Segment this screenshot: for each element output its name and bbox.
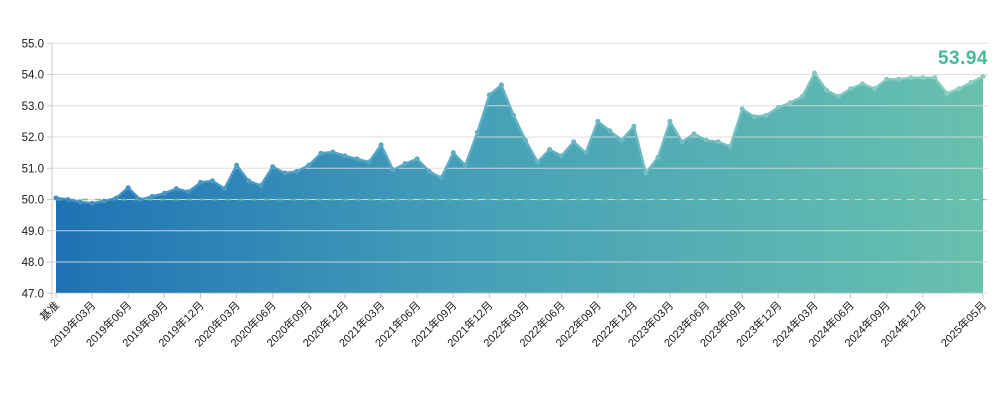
- data-point-marker: [691, 131, 697, 137]
- data-point-marker: [222, 186, 227, 192]
- data-point-marker: [872, 86, 878, 92]
- data-point-marker: [390, 167, 396, 173]
- data-point-marker: [739, 106, 745, 112]
- data-point-marker: [787, 100, 793, 106]
- data-point-marker: [354, 156, 360, 162]
- data-point-marker: [751, 114, 757, 120]
- data-point-markers: [53, 70, 986, 206]
- data-point-marker: [246, 178, 252, 184]
- data-point-marker: [270, 164, 276, 170]
- y-tick-label: 49.0: [22, 226, 44, 238]
- data-point-marker: [727, 143, 733, 149]
- data-point-marker: [486, 92, 492, 98]
- data-point-marker: [932, 75, 938, 81]
- y-tick-label: 54.0: [22, 70, 44, 82]
- data-point-marker: [306, 162, 312, 168]
- data-point-marker: [474, 129, 480, 135]
- data-point-marker: [318, 150, 324, 156]
- data-point-marker: [258, 183, 264, 188]
- y-tick-label: 53.0: [22, 101, 44, 113]
- data-point-marker: [498, 82, 504, 88]
- data-point-marker: [631, 123, 637, 129]
- data-point-marker: [125, 185, 131, 191]
- y-tick-label: 55.0: [22, 38, 44, 50]
- area-fill: [56, 73, 983, 294]
- data-point-marker: [77, 199, 83, 205]
- data-point-marker: [342, 153, 348, 159]
- data-point-marker: [920, 75, 926, 81]
- data-point-marker: [161, 190, 167, 196]
- data-point-marker: [956, 86, 962, 92]
- data-point-marker: [896, 76, 902, 82]
- data-point-marker: [402, 161, 408, 167]
- y-tick-label: 47.0: [22, 288, 44, 300]
- data-point-marker: [234, 162, 240, 168]
- data-point-marker: [848, 86, 854, 92]
- data-point-marker: [462, 162, 468, 168]
- data-point-marker: [113, 195, 119, 201]
- data-point-marker: [812, 70, 817, 76]
- data-point-marker: [378, 142, 384, 148]
- data-point-marker: [968, 79, 974, 85]
- data-point-marker: [511, 112, 516, 118]
- data-point-marker: [595, 118, 601, 124]
- data-point-marker: [980, 73, 986, 79]
- data-point-marker: [282, 170, 288, 176]
- data-point-marker: [667, 118, 673, 124]
- data-point-marker: [65, 197, 71, 203]
- data-point-marker: [53, 195, 59, 201]
- y-tick-labels: 55.0 54.0 53.0 52.0 51.0 50.0 49.0 48.0 47.0: [22, 38, 44, 300]
- data-point-marker: [450, 150, 456, 156]
- y-tick-label: 52.0: [22, 132, 44, 144]
- data-point-marker: [799, 93, 805, 99]
- data-point-marker: [438, 175, 444, 181]
- y-tick-label: 48.0: [22, 257, 44, 269]
- data-point-marker: [763, 112, 769, 118]
- x-tick-label: 2025年05月: [938, 298, 989, 349]
- gridlines: [52, 42, 988, 294]
- x-tick-labels: 基准2019年03月2019年06月2019年09月2019年12月2020年0…: [37, 298, 989, 349]
- data-point-marker: [679, 139, 685, 145]
- data-point-marker: [643, 170, 649, 176]
- data-point-marker: [944, 90, 950, 96]
- data-point-marker: [294, 168, 300, 174]
- data-point-marker: [414, 156, 420, 162]
- data-point-marker: [775, 104, 781, 110]
- y-tick-label: 50.0: [22, 195, 44, 207]
- data-point-marker: [559, 153, 565, 159]
- data-point-marker: [101, 198, 107, 204]
- y-tick-label: 51.0: [22, 163, 44, 175]
- data-point-marker: [149, 193, 155, 199]
- data-point-marker: [89, 200, 95, 206]
- data-point-marker: [535, 159, 541, 165]
- data-point-marker: [330, 149, 336, 155]
- data-point-marker: [715, 139, 721, 145]
- data-point-marker: [583, 150, 589, 156]
- axis-lines-and-ticks: [47, 42, 984, 299]
- data-point-marker: [860, 81, 866, 87]
- data-point-marker: [703, 137, 709, 143]
- data-point-marker: [210, 178, 215, 184]
- data-point-marker: [908, 75, 914, 81]
- data-point-marker: [137, 197, 143, 203]
- data-point-marker: [366, 159, 372, 165]
- data-point-marker: [185, 189, 191, 195]
- last-value-label: 53.94: [938, 48, 988, 69]
- data-point-marker: [426, 168, 432, 174]
- data-point-marker: [198, 179, 203, 185]
- data-point-marker: [547, 147, 553, 152]
- x-tick-label: 基准: [37, 299, 62, 324]
- data-point-marker: [523, 137, 528, 143]
- data-point-marker: [824, 87, 829, 93]
- data-point-marker: [607, 128, 613, 134]
- data-point-marker: [619, 137, 625, 143]
- data-point-marker: [884, 76, 890, 82]
- data-point-marker: [571, 139, 577, 145]
- data-point-marker: [836, 93, 841, 99]
- data-point-marker: [173, 186, 179, 192]
- data-point-marker: [655, 154, 661, 160]
- area-shape: [56, 73, 983, 294]
